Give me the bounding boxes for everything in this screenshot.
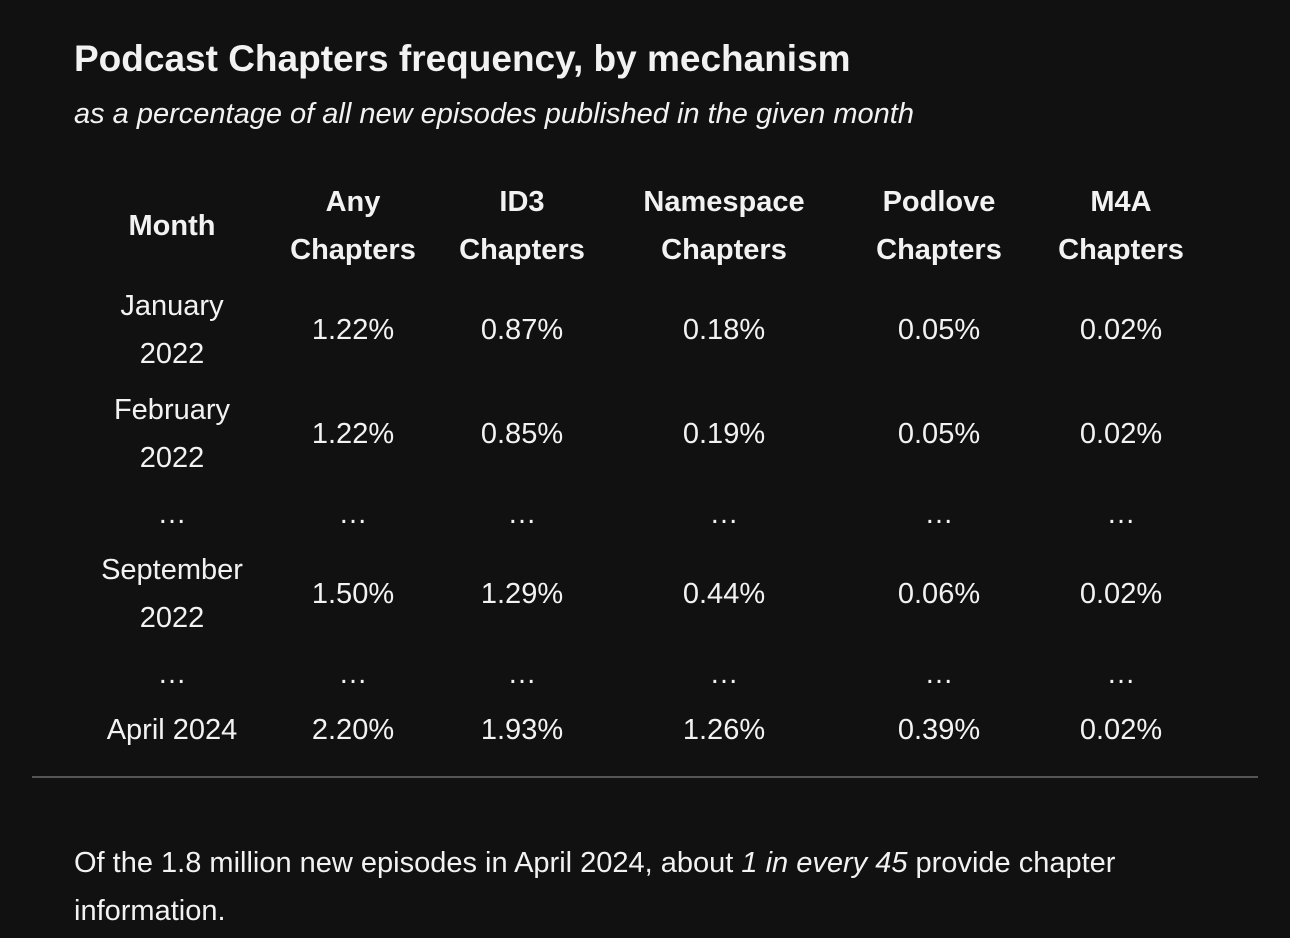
footnote: Of the 1.8 million new episodes in April…	[74, 839, 1194, 935]
footnote-emphasis: 1 in every 45	[741, 847, 908, 879]
month-cell: January 2022	[120, 290, 224, 370]
table-row: January 2022 1.22% 0.87% 0.18% 0.05% 0.02…	[84, 278, 1214, 382]
month-cell: …	[157, 658, 187, 690]
header-row: Month Any Chapters ID3 Chapters Namespace C…	[84, 178, 1214, 278]
m4a-chapters-cell: …	[1106, 658, 1136, 690]
podlove-chapters-cell: 0.39%	[897, 714, 981, 746]
any-chapters-cell: 1.50%	[311, 578, 395, 610]
any-chapters-cell: …	[338, 498, 368, 530]
m4a-chapters-cell: 0.02%	[1079, 418, 1163, 450]
any-chapters-cell: 2.20%	[311, 714, 395, 746]
namespace-chapters-cell: …	[709, 658, 739, 690]
id3-chapters-cell: …	[507, 658, 537, 690]
podlove-chapters-cell: …	[924, 498, 954, 530]
footnote-text-end: provide chapter information.	[74, 847, 1116, 927]
header-namespace-chapters: Namespace Chapters	[643, 186, 805, 266]
ellipsis-row: … … … … … …	[84, 646, 1214, 702]
podlove-chapters-cell: …	[924, 658, 954, 690]
any-chapters-cell: 1.22%	[311, 314, 395, 346]
namespace-chapters-cell: 0.18%	[682, 314, 766, 346]
header-id3-chapters: ID3 Chapters	[459, 186, 585, 266]
id3-chapters-cell: …	[507, 498, 537, 530]
namespace-chapters-cell: …	[709, 498, 739, 530]
header-any-chapters: Any Chapters	[290, 186, 416, 266]
any-chapters-cell: …	[338, 658, 368, 690]
m4a-chapters-cell: …	[1106, 498, 1136, 530]
id3-chapters-cell: 0.87%	[480, 314, 564, 346]
chart-title: Podcast Chapters frequency, by mechanism	[74, 38, 851, 79]
header-podlove-chapters: Podlove Chapters	[876, 186, 1002, 266]
month-cell: April 2024	[106, 714, 238, 746]
m4a-chapters-cell: 0.02%	[1079, 314, 1163, 346]
month-cell: September 2022	[101, 554, 243, 634]
table-row: September 2022 1.50% 1.29% 0.44% 0.06% 0.…	[84, 542, 1214, 646]
id3-chapters-cell: 0.85%	[480, 418, 564, 450]
chart-subtitle: as a percentage of all new episodes publ…	[74, 98, 914, 130]
namespace-chapters-cell: 0.44%	[682, 578, 766, 610]
table-row: February 2022 1.22% 0.85% 0.19% 0.05% 0.0…	[84, 382, 1214, 486]
m4a-chapters-cell: 0.02%	[1079, 578, 1163, 610]
header-m4a-chapters: M4A Chapters	[1058, 186, 1184, 266]
any-chapters-cell: 1.22%	[311, 418, 395, 450]
divider	[32, 776, 1258, 778]
footnote-text: Of the 1.8 million new episodes in April…	[74, 847, 742, 879]
podlove-chapters-cell: 0.06%	[897, 578, 981, 610]
table-row: April 2024 2.20% 1.93% 1.26% 0.39% 0.02%	[84, 702, 1214, 758]
namespace-chapters-cell: 1.26%	[682, 714, 766, 746]
podlove-chapters-cell: 0.05%	[897, 314, 981, 346]
podlove-chapters-cell: 0.05%	[897, 418, 981, 450]
chapters-table: Month Any Chapters ID3 Chapters Namespace C…	[84, 178, 1214, 758]
m4a-chapters-cell: 0.02%	[1079, 714, 1163, 746]
id3-chapters-cell: 1.29%	[480, 578, 564, 610]
month-cell: …	[157, 498, 187, 530]
id3-chapters-cell: 1.93%	[480, 714, 564, 746]
header-month: Month	[128, 210, 216, 242]
month-cell: February 2022	[113, 394, 231, 474]
ellipsis-row: … … … … … …	[84, 486, 1214, 542]
namespace-chapters-cell: 0.19%	[682, 418, 766, 450]
